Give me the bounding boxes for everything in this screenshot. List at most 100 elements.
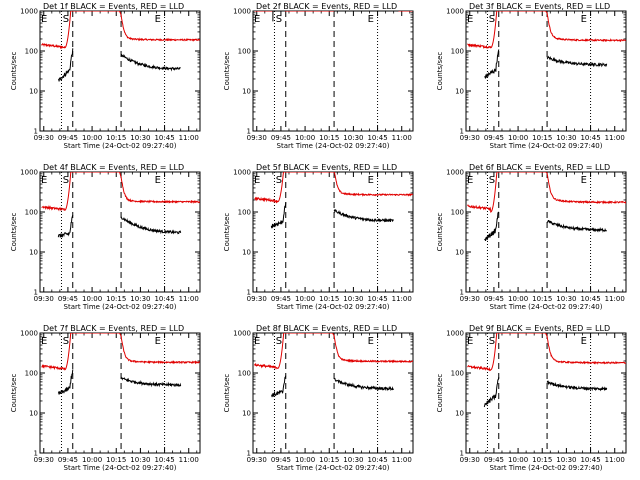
y-tick-label: 10 [242, 88, 251, 96]
x-tick-label: 10:15 [319, 134, 339, 142]
panel-7: Det 7f BLACK = Events, RED = LLD 1 10 100 10… [10, 324, 201, 472]
x-tick-label: 09:45 [271, 456, 291, 464]
panel-title: Det 1f BLACK = Events, RED = LLD [43, 2, 184, 11]
x-tick-label: 11:00 [605, 295, 625, 303]
x-tick-label: 10:15 [106, 456, 126, 464]
y-tick-label: 1000 [20, 8, 38, 16]
x-tick-label: 09:45 [58, 295, 78, 303]
y-tick-label: 10 [455, 249, 464, 257]
series-events-line-2 [546, 55, 608, 68]
series-events-line-2 [120, 216, 182, 235]
panel-title: Det 7f BLACK = Events, RED = LLD [43, 324, 184, 333]
panel-title: Det 8f BLACK = Events, RED = LLD [256, 324, 397, 333]
panel-4: Det 4f BLACK = Events, RED = LLD 1 10 100 10… [10, 163, 201, 311]
x-tick-label: 09:30 [34, 295, 54, 303]
y-tick-label: 1 [247, 450, 251, 458]
x-tick-label: 10:45 [580, 134, 600, 142]
s-marker-label: S [489, 175, 495, 186]
x-tick-label: 11:00 [179, 134, 199, 142]
e-end-marker-label: E [368, 175, 374, 186]
e-end-marker-label: E [368, 14, 374, 25]
e-end-marker-label: E [155, 14, 161, 25]
s-marker-label: S [63, 175, 69, 186]
plot-frame [252, 171, 414, 293]
x-axis-label: Start Time (24-Oct-02 09:27:40) [490, 142, 603, 150]
x-tick-label: 10:30 [556, 456, 576, 464]
y-tick-label: 1 [34, 450, 38, 458]
series-lld-line [254, 333, 413, 370]
x-tick-label: 11:00 [179, 295, 199, 303]
plot-frame [39, 10, 201, 132]
panel-5: Det 5f BLACK = Events, RED = LLD 1 10 100 10… [223, 163, 414, 311]
e-start-marker-label: E [41, 336, 47, 347]
y-tick-label: 10 [242, 410, 251, 418]
x-tick-label: 10:45 [367, 295, 387, 303]
x-tick-label: 10:45 [154, 295, 174, 303]
e-start-marker-label: E [467, 14, 473, 25]
e-end-marker-label: E [581, 336, 587, 347]
x-tick-label: 10:00 [508, 134, 528, 142]
x-tick-label: 10:00 [295, 134, 315, 142]
x-tick-label: 09:30 [247, 456, 267, 464]
x-tick-label: 09:45 [484, 456, 504, 464]
series-events-line-1 [57, 369, 74, 395]
x-tick-label: 10:45 [580, 456, 600, 464]
panel-title: Det 3f BLACK = Events, RED = LLD [469, 2, 610, 11]
y-axis-label: Counts/sec [436, 374, 444, 413]
x-tick-label: 10:00 [82, 134, 102, 142]
y-axis-label: Counts/sec [223, 213, 231, 252]
x-tick-label: 09:45 [271, 295, 291, 303]
x-tick-label: 10:00 [508, 456, 528, 464]
series-lld-line [41, 333, 200, 371]
s-marker-label: S [276, 175, 282, 186]
series-lld-line [254, 172, 413, 204]
y-tick-label: 100 [238, 48, 251, 56]
x-tick-label: 09:30 [247, 295, 267, 303]
series-events-line-1 [270, 202, 287, 229]
series-lld-line [467, 172, 626, 213]
x-tick-label: 11:00 [605, 456, 625, 464]
x-tick-label: 10:15 [532, 295, 552, 303]
e-end-marker-label: E [581, 14, 587, 25]
x-tick-label: 09:30 [460, 456, 480, 464]
s-marker-label: S [276, 14, 282, 25]
y-tick-label: 10 [29, 410, 38, 418]
x-tick-label: 10:45 [154, 134, 174, 142]
e-end-marker-label: E [581, 175, 587, 186]
x-tick-label: 10:30 [343, 134, 363, 142]
x-tick-label: 09:45 [58, 134, 78, 142]
x-tick-label: 09:30 [34, 456, 54, 464]
x-tick-label: 10:00 [508, 295, 528, 303]
panel-9: Det 9f BLACK = Events, RED = LLD 1 10 100 10… [436, 324, 627, 472]
y-tick-label: 1 [247, 128, 251, 136]
panel-3: Det 3f BLACK = Events, RED = LLD 1 10 100 10… [436, 2, 627, 150]
x-tick-label: 10:15 [106, 134, 126, 142]
y-axis-label: Counts/sec [223, 374, 231, 413]
series-lld-line [467, 11, 626, 49]
series-lld-line [41, 11, 200, 50]
series-events-line-1 [57, 214, 74, 238]
e-start-marker-label: E [467, 336, 473, 347]
x-tick-label: 10:15 [319, 295, 339, 303]
x-tick-label: 10:00 [295, 456, 315, 464]
y-tick-label: 1000 [233, 330, 251, 338]
series-events-line-2 [546, 220, 607, 233]
y-tick-label: 100 [451, 48, 464, 56]
series-events-line-1 [57, 48, 74, 82]
series-events-line-1 [484, 211, 499, 242]
x-tick-label: 10:45 [154, 456, 174, 464]
plot-frame [465, 171, 627, 293]
y-tick-label: 10 [455, 88, 464, 96]
y-tick-label: 100 [25, 48, 38, 56]
series-lld-line [41, 172, 200, 212]
y-tick-label: 1 [34, 289, 38, 297]
x-tick-label: 10:15 [532, 456, 552, 464]
x-axis-label: Start Time (24-Oct-02 09:27:40) [277, 142, 390, 150]
x-tick-label: 09:30 [460, 134, 480, 142]
x-tick-label: 09:30 [247, 134, 267, 142]
series-events-line-2 [120, 376, 182, 388]
series-events-line-2 [333, 208, 394, 223]
x-tick-label: 11:00 [392, 456, 412, 464]
e-end-marker-label: E [368, 336, 374, 347]
